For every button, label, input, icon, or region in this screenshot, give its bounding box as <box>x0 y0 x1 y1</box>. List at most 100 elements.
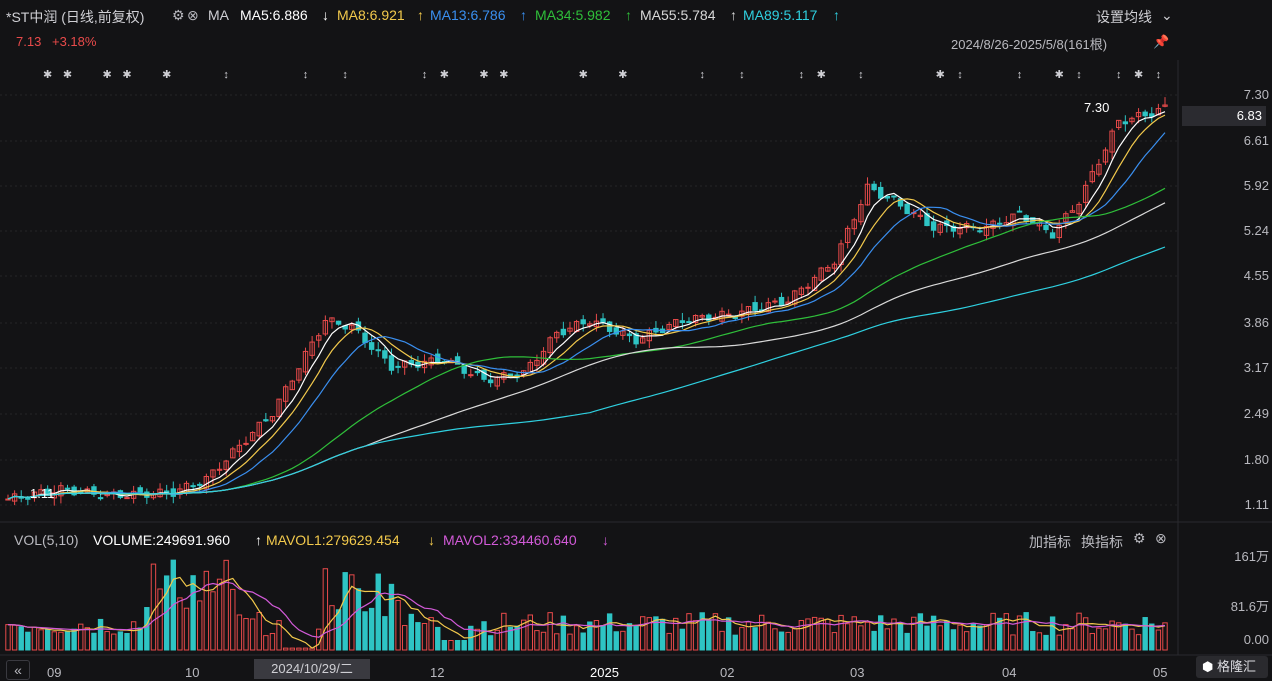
event-marker: ✱ <box>618 69 627 81</box>
volume-tick: 81.6万 <box>1230 599 1269 614</box>
close-icon[interactable]: ⊗ <box>1155 530 1167 546</box>
candle-body <box>560 328 567 336</box>
event-marker: ↕ <box>699 69 705 81</box>
volume-bar <box>487 635 494 651</box>
volume-bar <box>335 609 342 651</box>
volume-bar <box>190 575 196 651</box>
price-tick: 5.24 <box>1243 223 1269 238</box>
ma-line <box>7 111 1166 500</box>
candle-body <box>884 195 891 199</box>
volume-bar <box>620 630 626 651</box>
candle-body <box>395 365 401 368</box>
candle-body <box>732 316 738 319</box>
logo-icon: ⬢ <box>1202 659 1214 674</box>
gear-icon[interactable]: ⚙ <box>172 7 185 23</box>
ma-settings-button[interactable]: 设置均线 <box>1096 9 1152 25</box>
volume-bar <box>216 578 223 651</box>
volume-bar <box>243 618 249 651</box>
volume-bar <box>983 624 990 651</box>
volume-bar <box>441 640 448 651</box>
switch-indicator-button[interactable]: 换指标 <box>1081 534 1123 550</box>
volume-bar <box>573 625 580 651</box>
chevron-down-icon[interactable]: ⌄ <box>1161 7 1173 23</box>
volume-bar <box>1063 624 1069 651</box>
candle-body <box>1096 163 1102 175</box>
volume-bar <box>448 640 454 651</box>
volume-bar <box>111 633 117 651</box>
add-indicator-button[interactable]: 加指标 <box>1029 534 1071 550</box>
chart-header: *ST中润 (日线,前复权) ⚙ ⊗ MA MA5:6.886 ↓ MA8:6.… <box>0 0 1272 30</box>
candle-body <box>534 359 540 366</box>
candle-body <box>329 317 335 323</box>
volume-bar <box>421 623 428 651</box>
candle-body <box>190 485 196 488</box>
volume-bar <box>560 615 567 651</box>
candle-body <box>858 204 864 223</box>
event-marker: ↕ <box>1076 69 1082 81</box>
nav-left-icon[interactable]: « <box>6 660 30 680</box>
volume-bar <box>626 623 633 651</box>
event-marker: ✱ <box>1055 69 1064 81</box>
volume-bar <box>183 607 190 651</box>
volume-bar <box>739 627 745 651</box>
volume-bar <box>368 607 375 651</box>
volume-bar <box>606 613 613 651</box>
x-tick: 09 <box>47 665 62 680</box>
ma89-value: MA89:5.117 <box>743 7 818 23</box>
volume-bar <box>752 627 758 651</box>
volume-bar <box>11 624 18 651</box>
event-marker: ↕ <box>957 69 963 81</box>
event-marker: ✱ <box>1134 69 1143 81</box>
candle-body <box>1142 111 1148 117</box>
event-marker: ✱ <box>122 69 131 81</box>
x-tick: 10 <box>185 665 200 680</box>
candle-body <box>1102 149 1109 163</box>
candle-body <box>897 198 904 207</box>
volume-bar <box>904 632 910 651</box>
volume-bar <box>342 572 348 651</box>
candle-body <box>977 230 983 233</box>
volume-bar <box>104 631 110 651</box>
ma55-value: MA55:5.784 <box>640 7 716 23</box>
volume-bar <box>772 628 778 651</box>
volume-bar <box>785 631 791 651</box>
candle-body <box>236 444 243 453</box>
volume-arrow: ↑ <box>255 532 262 548</box>
price-change: +3.18% <box>52 34 97 49</box>
gear-icon[interactable]: ⚙ <box>1133 530 1146 546</box>
volume-bar <box>851 616 857 651</box>
logo: ⬢ 格隆汇 <box>1196 656 1268 678</box>
volume-bar <box>454 640 461 651</box>
volume-bar <box>580 632 586 651</box>
candle-body <box>1076 203 1082 215</box>
price-tick: 1.11 <box>1244 497 1269 512</box>
mavol1-arrow: ↓ <box>428 532 435 548</box>
candle-body <box>163 490 170 494</box>
logo-text: 格隆汇 <box>1216 659 1256 674</box>
candle-body <box>831 263 838 269</box>
candle-body <box>997 222 1003 225</box>
volume-bar <box>957 624 963 651</box>
candle-body <box>296 368 302 381</box>
volume-bar <box>990 612 996 651</box>
volume-bar <box>269 632 276 651</box>
pin-icon[interactable]: 📌 <box>1153 34 1170 49</box>
close-icon[interactable]: ⊗ <box>187 7 199 23</box>
candle-body <box>606 321 613 332</box>
volume-bar <box>884 628 891 651</box>
volume-bar <box>1030 631 1036 651</box>
event-marker: ↕ <box>422 69 428 81</box>
volume-bar <box>58 631 64 651</box>
volume-bar <box>382 616 388 651</box>
ma-line <box>7 246 1166 500</box>
volume-bar <box>150 563 157 651</box>
volume-bar <box>388 583 395 651</box>
candle-body <box>210 469 216 478</box>
candle-body <box>289 380 295 391</box>
volume-bar <box>593 620 600 651</box>
volume-bar <box>897 622 904 651</box>
candle-body <box>362 332 368 344</box>
stock-title[interactable]: *ST中润 (日线,前复权) <box>6 9 145 25</box>
volume-bar <box>97 618 104 651</box>
